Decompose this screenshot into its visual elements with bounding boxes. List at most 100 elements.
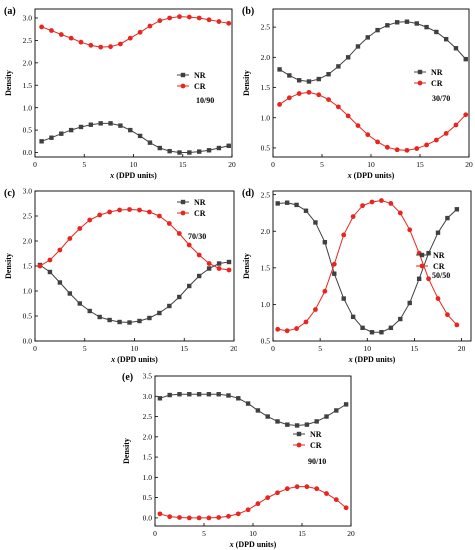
data-point — [57, 280, 63, 285]
data-point — [350, 314, 356, 320]
y-tick-label: 1.5 — [261, 83, 271, 92]
data-point — [369, 199, 375, 205]
data-point — [379, 198, 384, 203]
data-point — [186, 515, 192, 521]
data-point — [88, 122, 94, 127]
x-tick-label: 10 — [130, 160, 138, 169]
data-point — [314, 419, 319, 424]
data-point — [77, 301, 82, 306]
data-point — [127, 207, 132, 212]
data-point — [206, 266, 212, 271]
data-point — [78, 124, 84, 130]
legend-label: NR — [310, 430, 322, 439]
data-point — [350, 214, 356, 220]
data-point — [157, 310, 162, 316]
x-axis-label-variable: x — [347, 171, 352, 180]
data-point — [187, 283, 192, 289]
x-tick-label: 15 — [179, 160, 187, 169]
data-point — [226, 259, 232, 265]
data-point — [245, 401, 251, 406]
data-point — [196, 392, 202, 397]
chart-panel: 0 5 10 15 20 0.0 0.5 1.0 1.5 2.0 2.5 3.0 (a) x (DPD u… — [4, 6, 236, 180]
data-point — [287, 73, 292, 78]
data-point — [424, 142, 429, 148]
panel-label: (e) — [122, 372, 133, 383]
y-tick-label: 1.5 — [23, 81, 33, 90]
legend-marker — [296, 431, 302, 437]
series-line — [277, 202, 458, 333]
data-point — [306, 89, 312, 95]
y-axis-label: Density — [4, 70, 13, 96]
legend-label: CR — [194, 82, 206, 91]
data-point — [97, 212, 103, 218]
y-tick-label: 1.0 — [143, 473, 153, 482]
data-point — [322, 288, 328, 294]
data-point — [384, 144, 390, 150]
data-point — [216, 19, 222, 24]
data-point — [306, 79, 312, 84]
x-tick-label: 0 — [153, 529, 157, 538]
legend-marker — [417, 80, 423, 86]
y-tick-label: 0.0 — [143, 513, 153, 522]
x-tick-label: 5 — [318, 344, 322, 353]
data-point — [313, 220, 318, 225]
x-tick-label: 0 — [271, 344, 275, 353]
data-point — [216, 392, 221, 397]
data-point — [385, 23, 390, 28]
data-point — [324, 491, 329, 496]
data-point — [98, 44, 104, 50]
y-tick-label: 1.5 — [143, 453, 153, 462]
data-point — [216, 261, 222, 266]
data-point — [206, 261, 212, 266]
data-point — [206, 515, 212, 521]
x-tick-label: 0 — [33, 344, 37, 353]
data-point — [331, 261, 337, 267]
y-tick-label: 1.5 — [261, 263, 271, 272]
data-point — [394, 20, 400, 25]
legend: NR CR — [414, 68, 443, 88]
y-tick-label: 3.0 — [143, 392, 153, 401]
x-tick-label: 10 — [367, 160, 375, 169]
data-point — [97, 314, 102, 320]
data-point — [324, 414, 329, 419]
plot-frame — [272, 190, 472, 342]
data-point — [216, 515, 222, 520]
data-point — [147, 209, 152, 215]
legend-marker — [419, 263, 425, 269]
data-point — [87, 217, 93, 223]
data-point — [303, 208, 309, 213]
series-cr — [39, 14, 232, 50]
data-point — [294, 423, 300, 428]
data-point — [316, 76, 321, 82]
data-point — [206, 148, 212, 153]
plot-frame — [154, 375, 352, 527]
data-point — [265, 495, 271, 501]
data-point — [255, 501, 261, 507]
data-point — [186, 14, 192, 20]
data-point — [49, 28, 54, 33]
y-tick-label: 2.0 — [261, 53, 271, 62]
y-axis-label: Density — [242, 70, 251, 96]
x-axis-label-units: (DPD units) — [234, 540, 277, 549]
data-point — [424, 24, 429, 30]
data-point — [147, 140, 153, 145]
legend-marker — [419, 252, 425, 258]
data-point — [187, 150, 192, 155]
legend-label: CR — [433, 262, 445, 271]
data-point — [67, 236, 73, 241]
legend: NR CR — [177, 71, 206, 91]
data-point — [343, 505, 349, 511]
data-point — [167, 148, 172, 154]
x-tick-label: 15 — [416, 160, 424, 169]
data-point — [277, 67, 282, 72]
data-point — [108, 44, 113, 50]
ratio-annotation: 10/90 — [196, 96, 214, 105]
ratio-annotation: 30/70 — [432, 94, 450, 103]
y-tick-label: 2.5 — [261, 23, 271, 32]
data-point — [167, 15, 173, 21]
data-point — [88, 42, 94, 48]
data-point — [117, 319, 122, 325]
data-point — [77, 226, 83, 231]
data-point — [314, 486, 320, 492]
panel-label: (b) — [242, 6, 254, 17]
